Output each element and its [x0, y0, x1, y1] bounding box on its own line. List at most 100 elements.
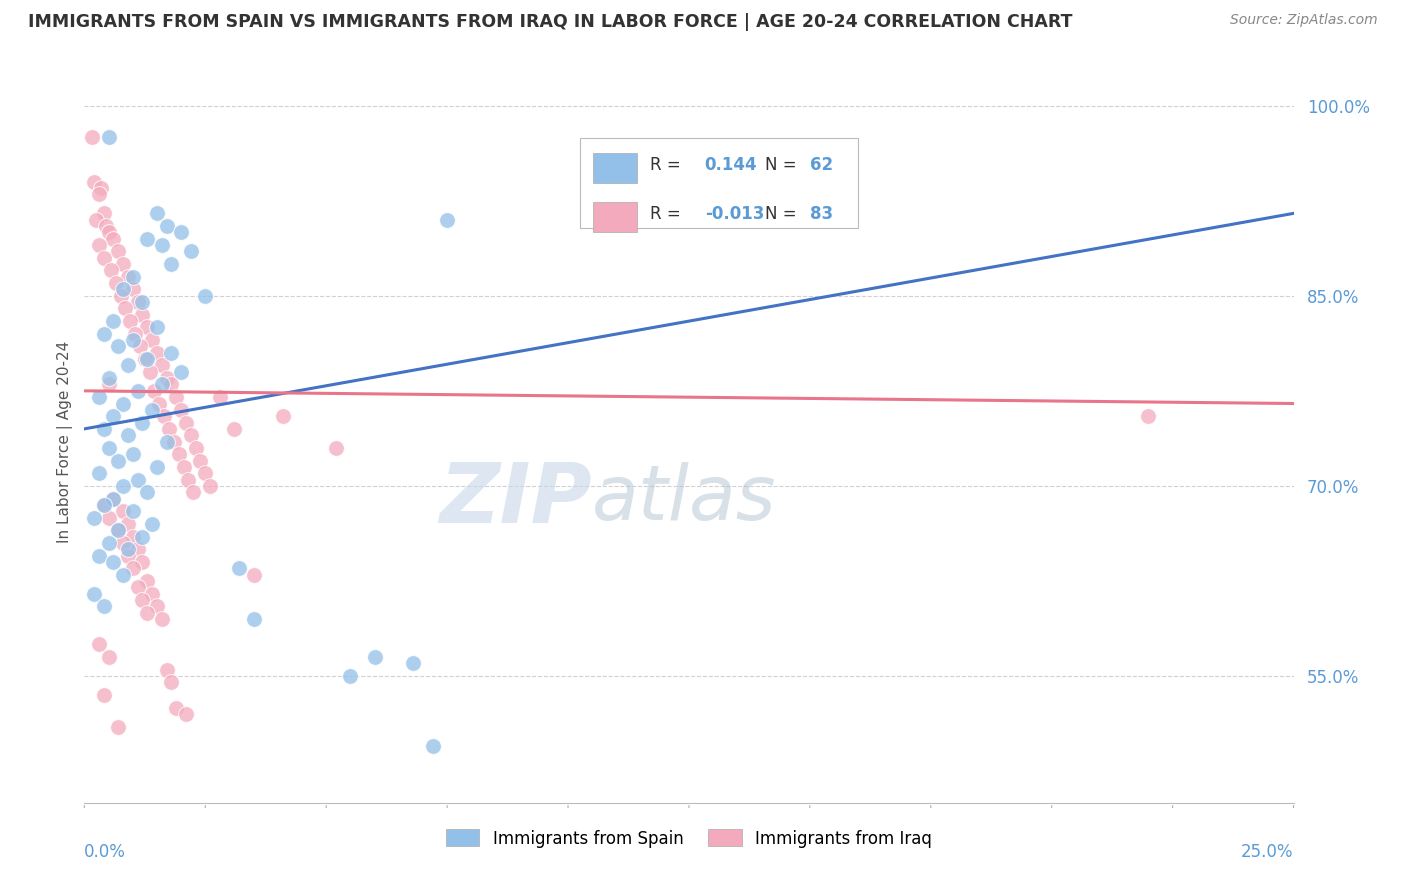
- Point: [86, 212, 108, 227]
- Point: [124, 326, 146, 341]
- FancyBboxPatch shape: [593, 153, 637, 183]
- Point: [87, 637, 110, 651]
- Point: [150, 612, 173, 626]
- Point: [107, 453, 129, 467]
- Point: [167, 447, 190, 461]
- Point: [131, 295, 153, 310]
- Point: [150, 377, 173, 392]
- Text: ZIP: ZIP: [440, 458, 592, 540]
- Point: [134, 352, 156, 367]
- Point: [131, 593, 153, 607]
- Point: [117, 428, 139, 442]
- FancyBboxPatch shape: [593, 202, 637, 232]
- Point: [422, 739, 444, 753]
- Point: [107, 720, 129, 734]
- Point: [173, 459, 195, 474]
- Point: [121, 333, 143, 347]
- Point: [87, 238, 110, 252]
- Point: [163, 434, 186, 449]
- Point: [141, 516, 163, 531]
- Text: 0.0%: 0.0%: [84, 843, 127, 861]
- Point: [97, 226, 120, 240]
- Text: 0.144: 0.144: [704, 156, 758, 174]
- Point: [103, 491, 125, 506]
- Text: atlas: atlas: [592, 462, 776, 536]
- Point: [170, 226, 193, 240]
- Point: [90, 181, 112, 195]
- Point: [121, 504, 143, 518]
- Text: 83: 83: [810, 205, 832, 223]
- Point: [117, 359, 139, 373]
- Point: [224, 422, 246, 436]
- Point: [136, 485, 159, 500]
- Point: [155, 371, 177, 385]
- Point: [131, 555, 153, 569]
- Point: [208, 390, 231, 404]
- Point: [87, 549, 110, 563]
- Point: [131, 530, 153, 544]
- Point: [155, 663, 177, 677]
- Point: [150, 238, 173, 252]
- Text: N =: N =: [765, 205, 801, 223]
- Point: [136, 232, 159, 246]
- Point: [363, 650, 385, 665]
- Point: [644, 143, 666, 157]
- Point: [112, 567, 135, 582]
- Point: [138, 365, 160, 379]
- Point: [97, 510, 120, 524]
- Point: [129, 339, 152, 353]
- Point: [110, 289, 132, 303]
- Point: [121, 561, 143, 575]
- Point: [131, 308, 153, 322]
- Point: [107, 339, 129, 353]
- Point: [97, 650, 120, 665]
- Point: [174, 707, 197, 722]
- Point: [127, 384, 149, 398]
- Text: 25.0%: 25.0%: [1241, 843, 1294, 861]
- Point: [112, 536, 135, 550]
- Point: [155, 434, 177, 449]
- Point: [127, 542, 149, 557]
- Point: [160, 675, 183, 690]
- Point: [112, 257, 135, 271]
- Point: [103, 555, 125, 569]
- Point: [157, 422, 180, 436]
- Point: [112, 504, 135, 518]
- Point: [146, 346, 169, 360]
- Text: IMMIGRANTS FROM SPAIN VS IMMIGRANTS FROM IRAQ IN LABOR FORCE | AGE 20-24 CORRELA: IMMIGRANTS FROM SPAIN VS IMMIGRANTS FROM…: [28, 13, 1073, 31]
- Point: [103, 314, 125, 328]
- Point: [93, 206, 115, 220]
- Point: [121, 447, 143, 461]
- Point: [136, 574, 159, 588]
- Point: [194, 289, 217, 303]
- Point: [120, 314, 142, 328]
- Point: [103, 232, 125, 246]
- Point: [141, 587, 163, 601]
- Point: [180, 244, 202, 259]
- Point: [242, 612, 264, 626]
- Point: [117, 542, 139, 557]
- Point: [170, 365, 193, 379]
- Point: [117, 269, 139, 284]
- Point: [87, 187, 110, 202]
- Point: [83, 510, 105, 524]
- Point: [146, 206, 169, 220]
- Point: [174, 416, 197, 430]
- Point: [97, 130, 120, 145]
- Legend: Immigrants from Spain, Immigrants from Iraq: Immigrants from Spain, Immigrants from I…: [437, 821, 941, 856]
- Point: [117, 516, 139, 531]
- Point: [325, 441, 347, 455]
- Point: [103, 409, 125, 424]
- Point: [97, 536, 120, 550]
- Point: [160, 346, 183, 360]
- Point: [141, 402, 163, 417]
- Point: [112, 396, 135, 410]
- Point: [402, 657, 425, 671]
- Point: [146, 320, 169, 334]
- Point: [170, 402, 193, 417]
- Point: [146, 459, 169, 474]
- Point: [83, 587, 105, 601]
- Point: [136, 606, 159, 620]
- Point: [87, 390, 110, 404]
- Point: [150, 359, 173, 373]
